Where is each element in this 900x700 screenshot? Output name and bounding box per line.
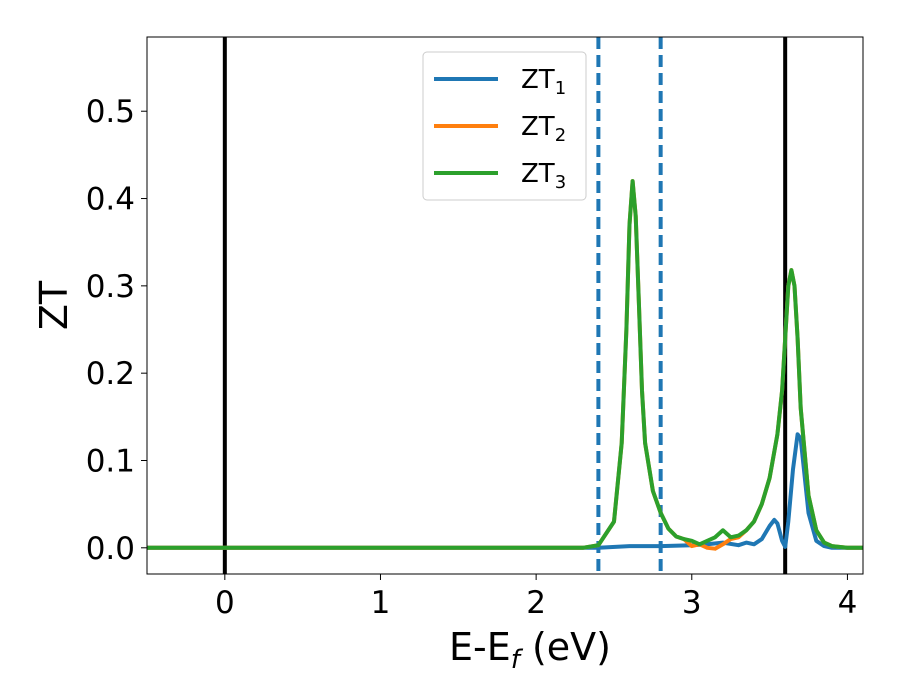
y-tick-label: 0.2 <box>86 356 135 392</box>
y-tick-label: 0.0 <box>86 531 135 567</box>
legend: ZT1 ZT2 ZT3 <box>422 51 587 201</box>
axes: 0 1 2 3 4 0.0 0.1 0.2 0.3 0.4 0.5 E-Ef (eV) ZT <box>32 36 864 675</box>
y-tick-label: 0.1 <box>86 443 135 479</box>
legend-box <box>422 51 587 201</box>
plot-lines <box>147 37 863 574</box>
series-line-2 <box>147 179 863 551</box>
y-tick-label: 0.5 <box>86 94 135 130</box>
x-tick-label: 3 <box>682 585 702 621</box>
y-tick-label: 0.4 <box>86 182 135 218</box>
plot-frame <box>146 36 864 575</box>
x-tick-label: 0 <box>215 585 235 621</box>
y-tick-label: 0.3 <box>86 269 135 305</box>
x-axis-label: E-Ef (eV) <box>449 625 611 675</box>
x-tick-label: 1 <box>371 585 391 621</box>
x-tick-label: 2 <box>526 585 546 621</box>
legend-label-1: ZT1 <box>521 65 566 99</box>
series-line-3 <box>147 179 863 550</box>
y-axis-label: ZT <box>32 280 76 330</box>
legend-label-3: ZT3 <box>521 159 566 193</box>
plot-area <box>147 37 863 574</box>
x-tick-label: 4 <box>838 585 858 621</box>
legend-label-2: ZT2 <box>521 112 566 146</box>
series-line-1 <box>147 432 863 550</box>
